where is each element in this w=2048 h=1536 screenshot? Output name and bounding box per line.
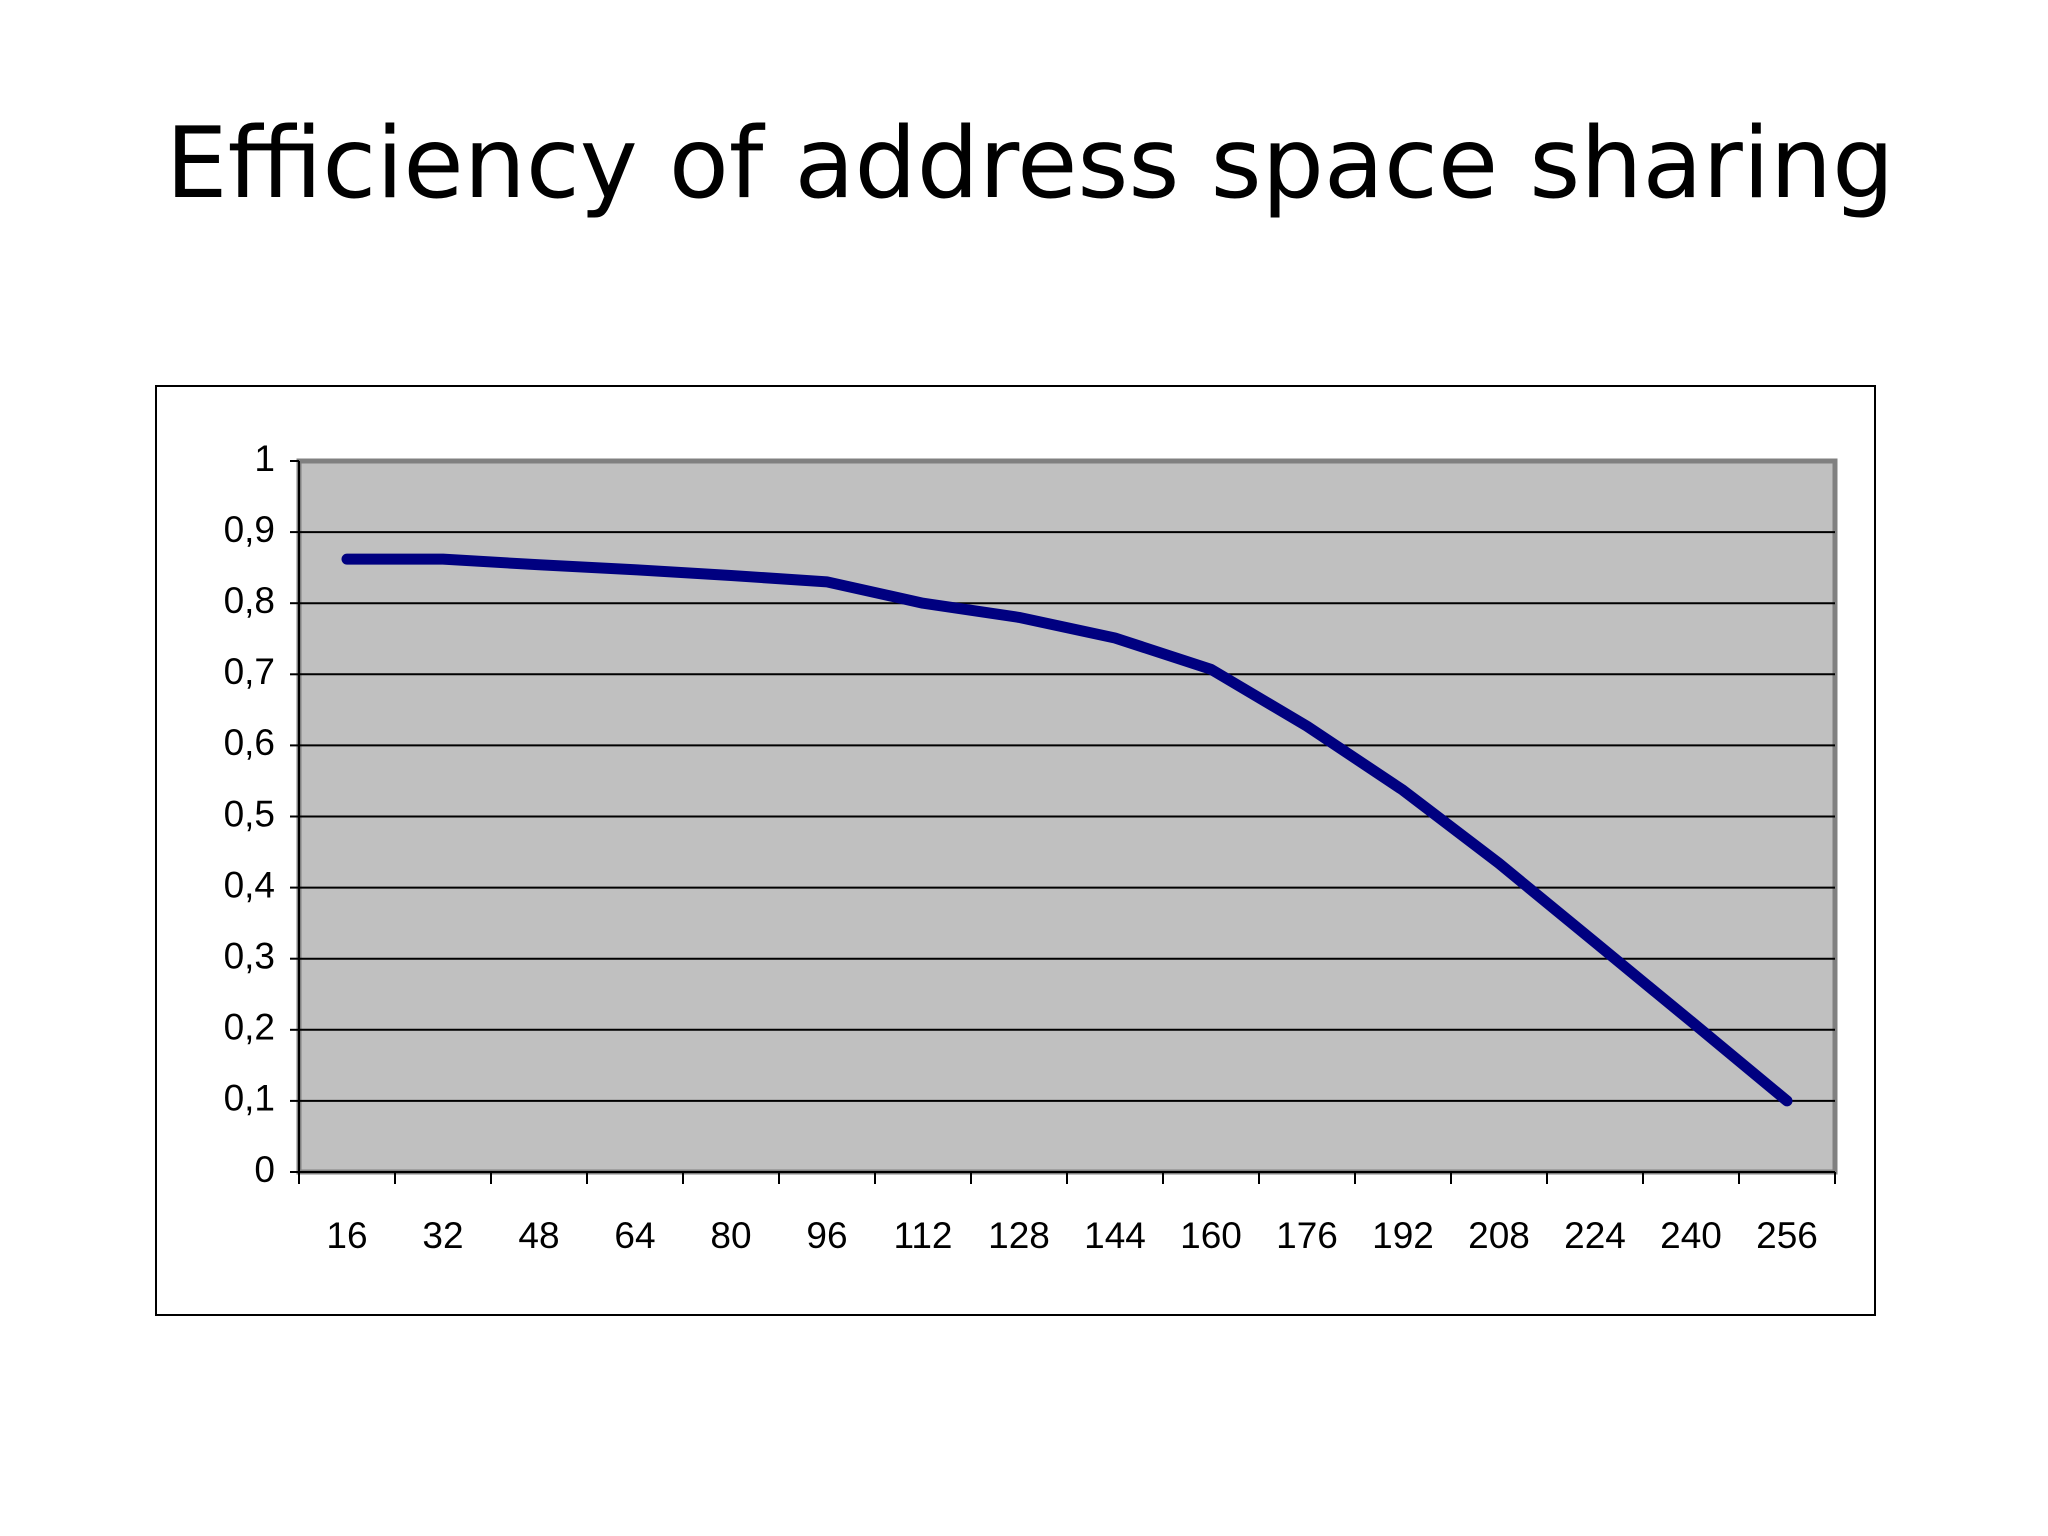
- x-tick-label: 256: [1756, 1215, 1818, 1256]
- x-tick-label: 160: [1180, 1215, 1242, 1256]
- x-tick-label: 48: [518, 1215, 559, 1256]
- x-tick-label: 64: [614, 1215, 655, 1256]
- x-tick-label: 96: [806, 1215, 847, 1256]
- x-tick-label: 128: [988, 1215, 1050, 1256]
- y-tick-label: 0,7: [224, 651, 275, 692]
- x-tick-label: 176: [1276, 1215, 1338, 1256]
- y-tick-label: 0,8: [224, 580, 275, 621]
- x-tick-label: 32: [422, 1215, 463, 1256]
- y-tick-label: 0,4: [224, 864, 275, 905]
- y-tick-label: 0: [254, 1149, 275, 1190]
- y-tick-label: 0,9: [224, 509, 275, 550]
- x-tick-label: 144: [1084, 1215, 1146, 1256]
- x-tick-label: 16: [326, 1215, 367, 1256]
- y-tick-label: 0,3: [224, 935, 275, 976]
- y-tick-label: 0,1: [224, 1078, 275, 1119]
- slide-title: Efficiency of address space sharing: [166, 107, 1895, 221]
- y-tick-label: 1: [254, 438, 275, 479]
- data-line: [341, 553, 1793, 1107]
- y-tick-label: 0,6: [224, 722, 275, 763]
- x-tick-label: 112: [894, 1215, 953, 1256]
- x-tick-label: 192: [1372, 1215, 1434, 1256]
- x-tick-label: 224: [1564, 1215, 1626, 1256]
- y-tick-label: 0,5: [224, 793, 275, 834]
- y-tick-label: 0,2: [224, 1007, 275, 1048]
- x-tick-label: 80: [710, 1215, 751, 1256]
- x-tick-label: 208: [1468, 1215, 1530, 1256]
- x-tick-label: 240: [1660, 1215, 1722, 1256]
